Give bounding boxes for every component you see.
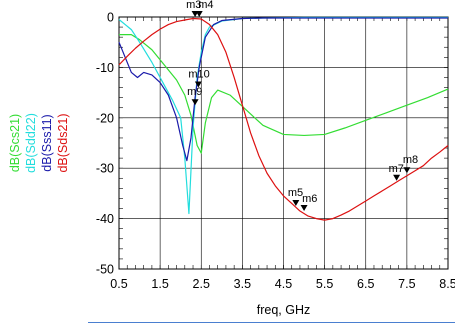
series-line-db-sss11- (118, 17, 448, 162)
marker-label-m5: m5 (288, 187, 303, 199)
x-tick-label: 2.5 (193, 277, 210, 291)
y-tick-label: -20 (96, 111, 114, 125)
marker-label-m3: m3 (186, 0, 201, 11)
x-tick-label: 5.5 (316, 277, 333, 291)
marker-m8 (403, 167, 411, 174)
legend-entry: dB(Sdd22) (24, 113, 38, 173)
bottom-divider (88, 322, 455, 323)
x-tick-label: 6.5 (357, 277, 374, 291)
marker-m7 (393, 174, 401, 181)
marker-label-m4: m4 (198, 0, 213, 11)
marker-label-m10: m10 (188, 69, 209, 81)
x-axis-label: freq, GHz (257, 303, 311, 317)
y-tick-label: -10 (96, 61, 114, 75)
x-tick-label: 8.5 (439, 277, 455, 291)
legend: dB(Scs21) dB(Sdd22) dB(Sss11) dB(Sds21) (8, 113, 70, 173)
x-tick-label: 0.5 (110, 277, 127, 291)
marker-m5 (292, 200, 300, 206)
y-tick-label: -40 (96, 212, 114, 226)
y-tick-labels: 0 -10 -20 -30 -40 -50 (96, 11, 114, 277)
x-tick-label: 4.5 (275, 277, 292, 291)
marker-label-m8: m8 (403, 154, 418, 166)
y-tick-label: 0 (107, 11, 114, 25)
marker-label-m6: m6 (302, 193, 317, 205)
marker-label-m7: m7 (389, 163, 404, 175)
x-tick-label: 1.5 (151, 277, 168, 291)
marker-m9 (191, 99, 199, 106)
legend-entry: dB(Sds21) (56, 113, 70, 172)
marker-m10 (194, 81, 202, 88)
y-tick-label: -50 (96, 263, 114, 277)
series-line-db-sds21- (118, 17, 449, 221)
series-line-db-scs21- (119, 34, 449, 154)
marker-m4 (195, 11, 203, 17)
y-tick-label: -30 (96, 162, 114, 176)
x-tick-labels: 0.5 1.5 2.5 3.5 4.5 5.5 6.5 7.5 8.5 (110, 277, 455, 291)
legend-entry: dB(Scs21) (8, 114, 22, 172)
x-tick-label: 3.5 (234, 277, 251, 291)
legend-entry: dB(Sss11) (40, 114, 54, 171)
series-layer (118, 16, 449, 221)
marker-m6 (300, 205, 308, 212)
marker-label-m9: m9 (187, 86, 202, 98)
x-tick-label: 7.5 (398, 277, 415, 291)
